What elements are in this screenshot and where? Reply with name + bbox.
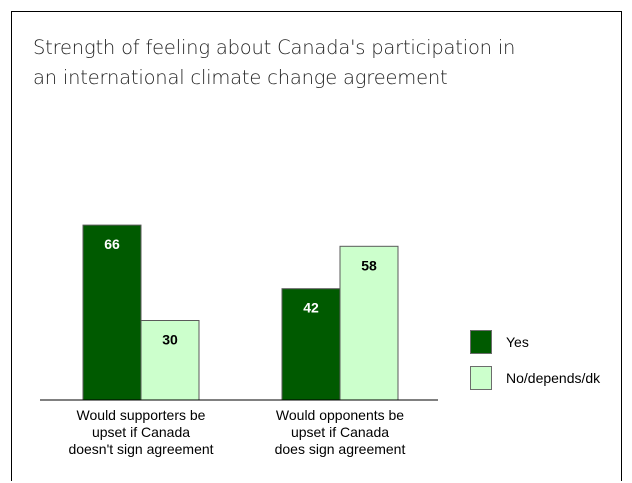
legend-swatch-no-depends-dk	[470, 366, 492, 390]
legend-label-yes: Yes	[506, 334, 529, 350]
legend-label-no-depends-dk: No/depends/dk	[506, 370, 601, 386]
bar-yes-1	[82, 224, 142, 401]
category-label-2-line-2: upset if Canada	[291, 424, 389, 440]
data-label-yes-2: 42	[303, 300, 319, 316]
data-label-no-depends-dk-2: 58	[361, 257, 377, 273]
category-label-2-line-1: Would opponents be	[276, 407, 404, 423]
chart-title-line-1: Strength of feeling about Canada's parti…	[33, 36, 516, 59]
category-label-2-line-3: does sign agreement	[275, 441, 406, 457]
category-label-1-line-1: Would supporters be	[77, 407, 206, 423]
chart-title-line-2: an international climate change agreemen…	[33, 66, 448, 89]
bar-no-depends-dk-1	[140, 320, 200, 401]
data-label-no-depends-dk-1: 30	[162, 332, 178, 348]
chart-title: Strength of feeling about Canada's parti…	[33, 33, 593, 93]
data-label-yes-1: 66	[104, 236, 120, 252]
chart-frame	[11, 11, 622, 481]
legend-swatch-yes	[470, 330, 492, 354]
bar-no-depends-dk-2	[339, 245, 399, 401]
category-label-1-line-2: upset if Canada	[92, 424, 190, 440]
category-label-1-line-3: doesn't sign agreement	[68, 441, 213, 457]
bar-yes-2	[281, 288, 341, 401]
